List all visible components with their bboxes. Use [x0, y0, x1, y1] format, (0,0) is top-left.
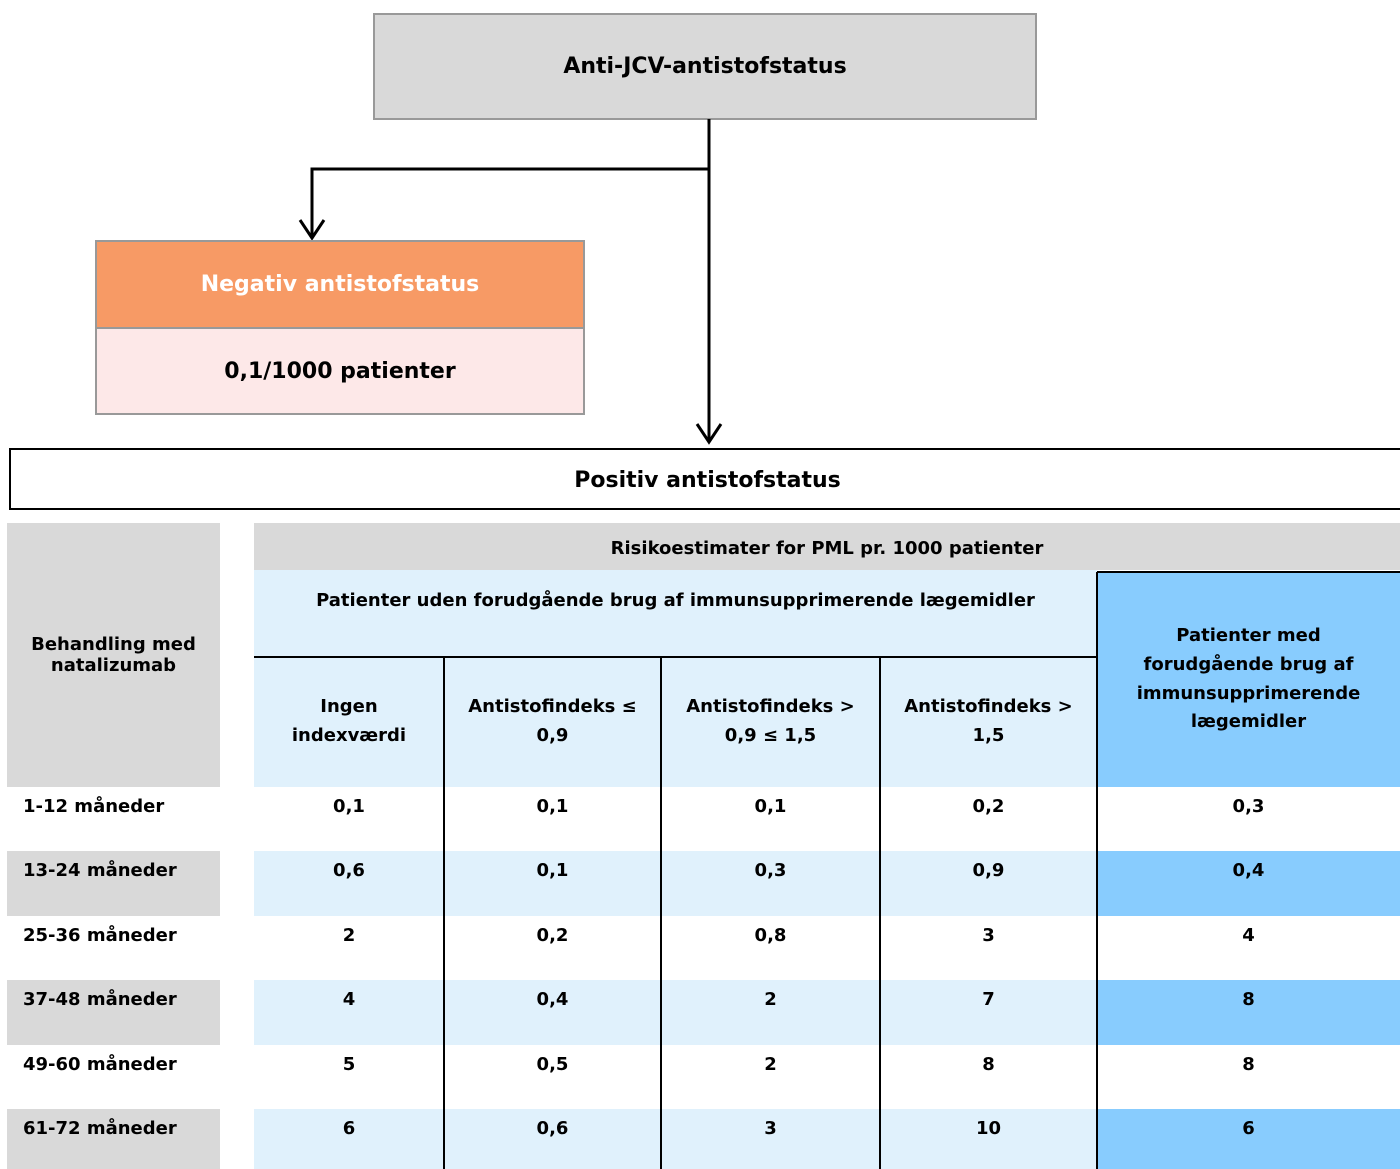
- cell-value: 0,5: [536, 1054, 569, 1075]
- cell-value: 0,1: [536, 860, 569, 881]
- cell-value: 7: [982, 989, 995, 1010]
- cell-value: 8: [1242, 989, 1255, 1010]
- negative-value-box: [95, 327, 585, 415]
- cell-value: 0,6: [536, 1118, 569, 1139]
- positive-title: Positiv antistofstatus: [574, 467, 841, 493]
- subgroup-bg: [254, 570, 1097, 787]
- column-header: Patienter med forudgående brug af immuns…: [1136, 624, 1361, 733]
- row-bg: [254, 1109, 1097, 1169]
- row-label: 37-48 måneder: [23, 989, 177, 1010]
- cell-value: 10: [975, 1118, 1002, 1139]
- row-label: 1-12 måneder: [23, 796, 165, 817]
- negative-title: Negativ antistofstatus: [200, 272, 480, 297]
- row-label-bg: [7, 1109, 220, 1169]
- cell-value: 0,2: [972, 796, 1005, 817]
- cell-value: 6: [1242, 1118, 1255, 1139]
- cell-value: 0,3: [754, 860, 787, 881]
- top-box: [373, 13, 1037, 120]
- row-label: 25-36 måneder: [23, 925, 177, 946]
- cell-value: 4: [342, 989, 356, 1010]
- cell-value: 6: [342, 1118, 356, 1139]
- top-title: Anti-JCV-antistofstatus: [563, 54, 847, 79]
- column-header: Antistofindeks ≤ 0,9: [468, 696, 637, 746]
- row-label: 61-72 måneder: [23, 1118, 177, 1139]
- cell-value: 0,8: [754, 925, 787, 946]
- cell-value: 0,6: [333, 860, 365, 881]
- cell-value: 0,2: [536, 925, 569, 946]
- arrows: [298, 119, 723, 445]
- subgroup-header: Patienter uden forudgående brug af immun…: [316, 589, 1035, 611]
- row-bg-last: [1097, 851, 1400, 916]
- negative-value: 0,1/1000 patienter: [224, 358, 456, 384]
- cell-value: 8: [1242, 1054, 1255, 1075]
- cell-value: 0,1: [333, 796, 365, 817]
- cell-value: 8: [982, 1054, 995, 1075]
- cell-value: 2: [764, 1054, 777, 1075]
- cell-value: 2: [342, 925, 356, 946]
- row-bg-last: [1097, 1109, 1400, 1169]
- cell-value: 0,1: [536, 796, 569, 817]
- group-header-bg: [254, 523, 1400, 570]
- row-label-bg: [7, 980, 220, 1045]
- row-header-bg: [7, 523, 220, 787]
- cell-value: 0,3: [1232, 796, 1265, 817]
- row-label-bg: [7, 851, 220, 916]
- row-label: 49-60 måneder: [23, 1054, 177, 1075]
- cell-value: 2: [764, 989, 777, 1010]
- cell-value: 0,9: [972, 860, 1005, 881]
- column-header: Antistofindeks > 1,5: [904, 696, 1073, 746]
- row-bg: [254, 980, 1097, 1045]
- cell-value: 3: [982, 925, 995, 946]
- cell-value: 0,4: [536, 989, 569, 1010]
- cell-value: 0,4: [1232, 860, 1265, 881]
- cell-value: 0,1: [754, 796, 787, 817]
- group-header: Risikoestimater for PML pr. 1000 patient…: [610, 537, 1044, 559]
- row-bg: [254, 851, 1097, 916]
- col-dividers: [443, 572, 1098, 1169]
- cell-value: 4: [1242, 925, 1255, 946]
- cell-value: 3: [764, 1118, 777, 1139]
- positive-box: [9, 448, 1400, 510]
- column-header: Antistofindeks > 0,9 ≤ 1,5: [686, 696, 855, 746]
- column-header: Ingen indexværdi: [291, 696, 407, 746]
- row-header: Behandling med natalizumab: [31, 634, 196, 676]
- row-bg-last: [1097, 980, 1400, 1045]
- last-col-header-bg: [1097, 572, 1400, 787]
- cell-value: 5: [342, 1054, 356, 1075]
- row-label: 13-24 måneder: [23, 860, 177, 881]
